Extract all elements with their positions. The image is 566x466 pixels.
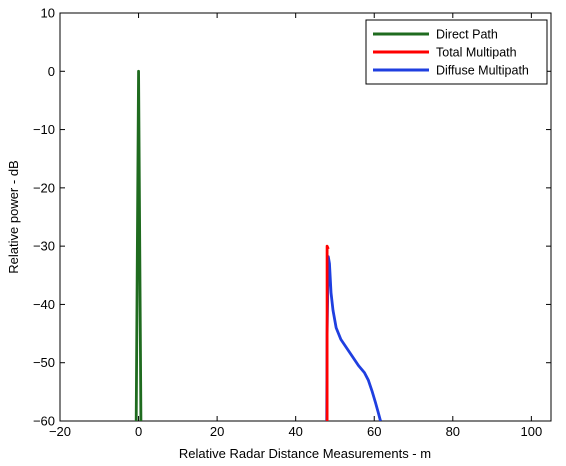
- legend-label: Diffuse Multipath: [436, 64, 529, 78]
- x-tick-label: 20: [210, 424, 224, 439]
- x-axis-title: Relative Radar Distance Measurements - m: [179, 446, 431, 461]
- x-tick-label: 60: [367, 424, 381, 439]
- y-tick-label: 10: [41, 6, 55, 21]
- y-tick-label: −20: [33, 180, 55, 195]
- series-layer: [134, 69, 382, 421]
- axis-ticks: [59, 12, 551, 422]
- x-tick-label: 80: [446, 424, 460, 439]
- y-tick-label: −40: [33, 297, 55, 312]
- x-tick-label: 100: [521, 424, 543, 439]
- y-axis-title: Relative power - dB: [6, 160, 21, 273]
- y-tick-labels: 10 0 −10 −20 −30 −40 −50 −60: [33, 6, 55, 429]
- y-tick-label: −30: [33, 239, 55, 254]
- legend-label: Total Multipath: [436, 46, 517, 60]
- x-tick-label: −20: [49, 424, 71, 439]
- legend: Direct Path Total Multipath Diffuse Multip…: [365, 19, 548, 85]
- y-tick-label: −60: [33, 414, 55, 429]
- y-tick-label: −10: [33, 122, 55, 137]
- series-line-diffuse-multipath: [325, 255, 382, 421]
- series-line-total-multipath: [325, 244, 330, 421]
- legend-label: Direct Path: [436, 28, 498, 42]
- series-line-direct-path: [134, 69, 143, 421]
- x-tick-labels: −20 0 20 40 60 80 100: [49, 424, 542, 439]
- x-tick-label: 0: [135, 424, 142, 439]
- y-tick-label: −50: [33, 355, 55, 370]
- y-tick-label: 0: [48, 64, 55, 79]
- x-tick-label: 40: [288, 424, 302, 439]
